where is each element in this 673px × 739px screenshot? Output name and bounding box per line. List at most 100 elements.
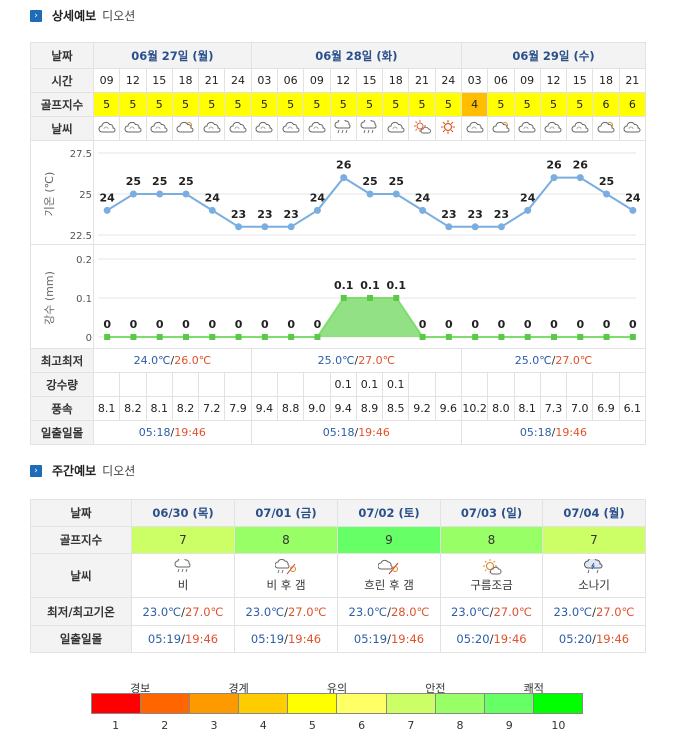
legend-number: 1 <box>112 719 120 732</box>
data-label: 24 <box>310 191 326 204</box>
data-point <box>313 206 321 214</box>
sunrise-time: 05:19 <box>147 632 182 646</box>
min-temp: 23.0℃ <box>245 604 285 619</box>
chevron-right-icon: › <box>30 464 42 477</box>
cloudy-icon <box>518 121 536 137</box>
weather-cell <box>171 116 200 141</box>
sunset-time: 19:46 <box>555 426 588 439</box>
time-cell: 06 <box>276 68 305 93</box>
data-label: 0 <box>498 318 506 331</box>
data-label: 0 <box>130 318 138 331</box>
max-temp: 27.0℃ <box>493 604 532 619</box>
date-label: 날짜 <box>30 42 94 69</box>
weather-cell <box>566 116 594 141</box>
legend-number: 6 <box>358 719 366 732</box>
weekly-golf-cell: 7 <box>542 526 646 554</box>
wind-cell: 9.4 <box>329 396 357 421</box>
legend-level-name: 경보 <box>130 682 151 695</box>
weekly-golf-cell: 8 <box>440 526 543 554</box>
rain-cell <box>487 372 515 397</box>
sun-cell: 05:18/19:46 <box>250 420 462 445</box>
separator: / <box>551 426 556 439</box>
golf-index-cell: 5 <box>119 92 147 117</box>
legend-color-swatch <box>239 694 289 713</box>
golf-index-cell: 4 <box>460 92 489 117</box>
wind-cell: 8.1 <box>145 396 173 421</box>
data-label: 23 <box>283 208 298 221</box>
data-label: 23 <box>231 208 246 221</box>
weekly-temp-cell: 23.0℃/27.0℃ <box>542 597 646 626</box>
time-cell: 18 <box>382 68 410 93</box>
weekly-golf-label: 골프지수 <box>30 526 132 554</box>
wind-cell: 7.2 <box>198 396 226 421</box>
wind-cell: 8.1 <box>92 396 121 421</box>
legend-color-swatch <box>288 694 338 713</box>
weekly-forecast-title: 주간예보 <box>52 464 97 478</box>
data-point <box>498 334 505 340</box>
data-label: 25 <box>362 175 377 188</box>
weekly-sun-cell: 05:20/19:46 <box>542 625 646 653</box>
weekly-weather-cell: 소나기 <box>542 553 646 598</box>
rain-cell <box>618 372 646 397</box>
data-point <box>472 334 479 340</box>
golf-index-cell: 5 <box>355 92 384 117</box>
data-point <box>445 223 453 231</box>
rain-row: 강수량 0.1 0.1 0.1 <box>30 372 646 397</box>
minmax-label: 최고최저 <box>30 348 94 373</box>
time-label: 시간 <box>30 68 94 93</box>
data-label: 24 <box>415 191 431 204</box>
time-cell: 03 <box>250 68 278 93</box>
data-point <box>129 190 137 198</box>
rain-cell <box>303 372 331 397</box>
weather-cell <box>224 116 252 141</box>
weekly-date-header: 07/02 (토) <box>337 499 441 527</box>
separator: / <box>170 354 175 367</box>
golf-index-cell: 5 <box>276 92 305 117</box>
sunset-time: 19:46 <box>184 632 219 646</box>
separator: / <box>387 604 391 619</box>
golf-index-cell: 5 <box>145 92 173 117</box>
data-point <box>629 334 636 340</box>
weather-row: 날씨 <box>30 116 646 141</box>
rain-then-clear-icon <box>235 558 337 577</box>
legend-number: 8 <box>456 719 464 732</box>
separator: / <box>354 354 359 367</box>
date-header: 06월 29일 (수) <box>460 42 646 69</box>
legend-number: 4 <box>259 719 267 732</box>
legend-number: 9 <box>505 719 513 732</box>
data-label: 0 <box>603 318 611 331</box>
separator: / <box>170 426 175 439</box>
time-cell: 06 <box>487 68 515 93</box>
y-tick-label: 27.5 <box>70 149 92 160</box>
max-temp: 27.0℃ <box>287 604 327 619</box>
data-point <box>550 174 558 182</box>
data-label: 0.1 <box>387 279 407 292</box>
temperature-chart-cell: 27.5 25 22.5 기온 (℃) 24 25 25 25 24 23 23 23 24 26 25 25… <box>43 140 646 245</box>
golf-index-cell: 5 <box>198 92 226 117</box>
data-label: 24 <box>99 191 115 204</box>
cloudy-icon <box>282 121 300 137</box>
wind-cell: 10.2 <box>460 396 489 421</box>
separator: / <box>592 604 596 619</box>
data-point <box>261 223 269 231</box>
wind-cell: 8.5 <box>382 396 410 421</box>
y-axis-label: 기온 (℃) <box>43 172 56 217</box>
data-point <box>393 295 400 301</box>
rain-cell: 0.1 <box>329 372 357 397</box>
wind-cell: 8.1 <box>513 396 541 421</box>
max-temp: 27.0℃ <box>358 354 396 367</box>
date-header: 06월 27일 (월) <box>93 42 252 69</box>
cloud-sun-icon <box>176 121 194 137</box>
rain-label: 강수량 <box>30 372 94 397</box>
detail-forecast-title: 상세예보 <box>52 9 97 23</box>
separator: / <box>354 426 359 439</box>
time-cell: 09 <box>92 68 121 93</box>
weekly-golf-cell: 8 <box>234 526 338 554</box>
temperature-chart-axis-cell <box>30 140 94 245</box>
data-point <box>235 334 242 340</box>
separator: / <box>592 632 596 646</box>
golf-index-cell: 5 <box>224 92 252 117</box>
separator: / <box>387 632 391 646</box>
weekly-weather-cell: 구름조금 <box>440 553 543 598</box>
cloud-sun-icon <box>492 121 510 137</box>
